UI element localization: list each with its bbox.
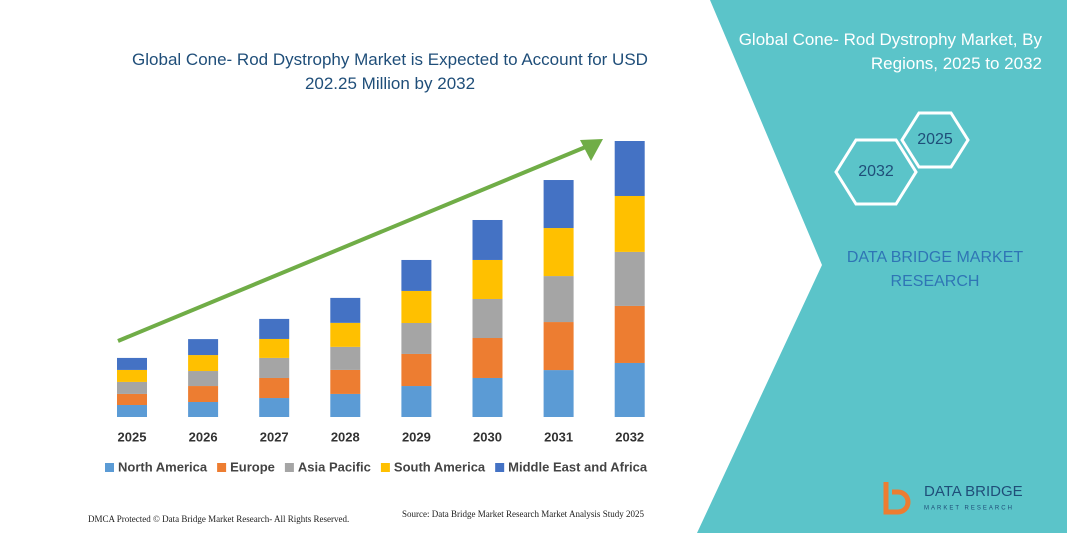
bar-segment <box>401 290 432 323</box>
bar-segment <box>614 362 645 417</box>
x-tick-label: 2025 <box>118 429 147 444</box>
hexagon <box>834 138 918 206</box>
bar-segment <box>330 369 361 394</box>
hex-label: 2025 <box>917 131 953 148</box>
bar-segment <box>330 322 361 347</box>
arrow-head <box>580 139 603 161</box>
bar-segment <box>259 377 290 399</box>
bar-segment <box>117 404 147 417</box>
legend-label: Asia Pacific <box>298 459 371 474</box>
x-tick-label: 2031 <box>544 429 573 444</box>
bar-segment <box>259 357 290 378</box>
bar-segment <box>614 305 645 363</box>
bar-segment <box>330 297 361 323</box>
bar-segment <box>543 180 574 229</box>
x-tick-label: 2027 <box>260 429 289 444</box>
bar-segment <box>188 339 219 356</box>
bar-segment <box>472 259 503 299</box>
logo-icon <box>883 482 911 515</box>
logo-sub: MARKET RESEARCH <box>924 506 1014 512</box>
bar-segment <box>330 393 361 417</box>
bar-segment <box>330 346 361 370</box>
bar-segment <box>472 338 503 378</box>
footer-right: Source: Data Bridge Market Research Mark… <box>402 509 644 519</box>
trend-arrow <box>117 144 589 343</box>
legend-label: South America <box>394 459 486 474</box>
bar-segment <box>543 322 574 371</box>
brand: DATA BRIDGE MARKET RESEARCH <box>846 249 1024 290</box>
bar-segment <box>614 141 645 196</box>
logo-name: DATA BRIDGE <box>924 483 1023 500</box>
bar-segment <box>614 251 645 306</box>
legend-swatch <box>217 463 227 472</box>
bar-segment <box>614 195 645 252</box>
bar-segment <box>543 370 574 417</box>
legend-swatch <box>105 463 114 472</box>
bar-segment <box>543 228 574 277</box>
bar-segment <box>188 386 219 402</box>
bar-segment <box>117 381 147 394</box>
bar-segment <box>117 393 147 405</box>
legend-label: Europe <box>230 459 275 474</box>
side-panel <box>697 0 1067 533</box>
bar-segment <box>259 398 290 417</box>
x-tick-label: 2030 <box>473 429 502 444</box>
hex-label: 2032 <box>858 163 894 180</box>
bar-segment <box>543 276 574 323</box>
panel-title: Global Cone- Rod Dystrophy Market, By Re… <box>738 30 1042 73</box>
bar-segment <box>259 318 290 339</box>
chart-title: Global Cone- Rod Dystrophy Market is Exp… <box>132 50 648 93</box>
hexagon <box>900 111 970 169</box>
bar-segment <box>188 401 219 417</box>
bar-segment <box>117 357 147 370</box>
bar-segment <box>472 298 503 339</box>
legend-swatch <box>284 463 294 472</box>
bar-segment <box>401 386 432 417</box>
bar-segment <box>188 371 219 387</box>
bar-segment <box>472 377 503 417</box>
bar-segment <box>117 369 147 382</box>
footer-left: DMCA Protected © Data Bridge Market Rese… <box>88 514 350 524</box>
x-tick-label: 2029 <box>402 429 431 444</box>
x-tick-label: 2026 <box>189 429 218 444</box>
bar-segment <box>472 219 503 260</box>
x-tick-label: 2028 <box>331 429 360 444</box>
bar-segment <box>401 322 432 354</box>
legend-label: North America <box>118 459 208 474</box>
bar-segment <box>259 338 290 358</box>
bar-segment <box>401 353 432 387</box>
legend-label: Middle East and Africa <box>508 459 648 474</box>
x-tick-label: 2032 <box>615 429 644 444</box>
legend-swatch <box>495 463 505 472</box>
bar-segment <box>188 355 219 372</box>
bar-segment <box>401 259 432 291</box>
legend-swatch <box>380 463 390 472</box>
